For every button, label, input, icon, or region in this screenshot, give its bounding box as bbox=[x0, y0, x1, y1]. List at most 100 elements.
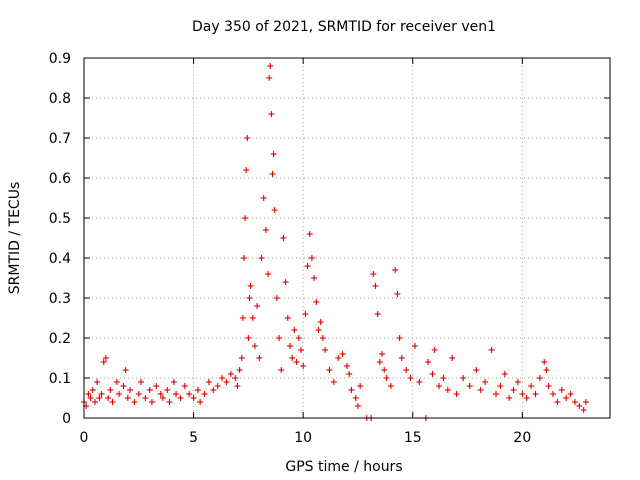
data-point bbox=[96, 395, 103, 401]
data-point bbox=[240, 255, 247, 261]
data-point bbox=[113, 379, 120, 385]
data-point bbox=[249, 315, 256, 321]
data-point bbox=[466, 383, 473, 389]
chart-title: Day 350 of 2021, SRMTID for receiver ven… bbox=[192, 19, 496, 35]
data-point bbox=[267, 63, 274, 69]
data-point bbox=[177, 395, 184, 401]
data-point bbox=[563, 395, 570, 401]
data-point bbox=[582, 399, 589, 405]
data-point bbox=[170, 379, 177, 385]
data-point bbox=[293, 359, 300, 365]
data-point bbox=[131, 399, 138, 405]
y-tick-label: 0.5 bbox=[49, 211, 71, 227]
data-point bbox=[326, 367, 333, 373]
x-tick-label: 15 bbox=[404, 430, 422, 446]
data-point bbox=[429, 371, 436, 377]
data-point bbox=[313, 299, 320, 305]
data-point bbox=[234, 383, 241, 389]
data-point bbox=[142, 395, 149, 401]
data-point bbox=[85, 391, 92, 397]
data-point bbox=[159, 395, 166, 401]
data-point bbox=[425, 359, 432, 365]
data-point bbox=[210, 387, 217, 393]
data-point bbox=[148, 399, 155, 405]
data-point bbox=[392, 267, 399, 273]
data-point bbox=[164, 387, 171, 393]
data-point bbox=[543, 367, 550, 373]
data-point bbox=[311, 275, 318, 281]
y-tick-label: 0 bbox=[62, 411, 71, 427]
data-point bbox=[197, 399, 204, 405]
data-point bbox=[315, 327, 322, 333]
data-point bbox=[201, 391, 208, 397]
data-point bbox=[265, 271, 272, 277]
data-point bbox=[431, 347, 438, 353]
x-tick-label: 0 bbox=[80, 430, 89, 446]
data-point bbox=[354, 403, 361, 409]
data-points bbox=[81, 63, 589, 421]
data-point bbox=[291, 327, 298, 333]
y-tick-label: 0.2 bbox=[49, 331, 71, 347]
data-point bbox=[289, 355, 296, 361]
data-point bbox=[166, 399, 173, 405]
data-point bbox=[245, 335, 252, 341]
data-point bbox=[528, 383, 535, 389]
data-point bbox=[407, 375, 414, 381]
data-point bbox=[287, 343, 294, 349]
data-point bbox=[545, 383, 552, 389]
data-point bbox=[105, 395, 112, 401]
data-point bbox=[398, 355, 405, 361]
data-point bbox=[262, 227, 269, 233]
data-point bbox=[190, 395, 197, 401]
data-point bbox=[381, 367, 388, 373]
data-point bbox=[300, 363, 307, 369]
data-point bbox=[137, 379, 144, 385]
data-point bbox=[260, 195, 267, 201]
data-point bbox=[107, 387, 114, 393]
data-point bbox=[116, 391, 123, 397]
data-point bbox=[246, 295, 253, 301]
data-point bbox=[243, 167, 250, 173]
data-point bbox=[387, 383, 394, 389]
data-point bbox=[238, 355, 245, 361]
data-point bbox=[322, 347, 329, 353]
data-point bbox=[297, 347, 304, 353]
data-point bbox=[488, 347, 495, 353]
data-point bbox=[497, 383, 504, 389]
data-point bbox=[247, 283, 254, 289]
data-point bbox=[219, 375, 226, 381]
data-point bbox=[236, 367, 243, 373]
data-point bbox=[194, 387, 201, 393]
x-tick-label: 5 bbox=[189, 430, 198, 446]
y-tick-label: 0.3 bbox=[49, 291, 71, 307]
data-point bbox=[541, 359, 548, 365]
data-point bbox=[346, 371, 353, 377]
data-point bbox=[453, 391, 460, 397]
data-point bbox=[493, 391, 500, 397]
data-point bbox=[124, 395, 131, 401]
data-point bbox=[256, 355, 263, 361]
data-point bbox=[87, 395, 94, 401]
data-point bbox=[501, 371, 508, 377]
data-point bbox=[344, 363, 350, 369]
data-point bbox=[580, 407, 587, 413]
data-point bbox=[411, 343, 418, 349]
data-point bbox=[227, 371, 234, 377]
data-point bbox=[173, 391, 180, 397]
data-point bbox=[266, 75, 273, 81]
data-point bbox=[394, 291, 401, 297]
data-point bbox=[319, 335, 326, 341]
data-point bbox=[284, 315, 291, 321]
x-tick-label: 10 bbox=[294, 430, 312, 446]
data-point bbox=[379, 351, 386, 357]
data-point bbox=[558, 387, 565, 393]
data-point bbox=[278, 367, 285, 373]
data-point bbox=[374, 311, 381, 317]
data-point bbox=[89, 387, 96, 393]
data-point bbox=[482, 379, 489, 385]
data-point bbox=[122, 367, 129, 373]
data-point bbox=[100, 359, 107, 365]
data-point bbox=[396, 335, 403, 341]
data-point bbox=[205, 379, 212, 385]
